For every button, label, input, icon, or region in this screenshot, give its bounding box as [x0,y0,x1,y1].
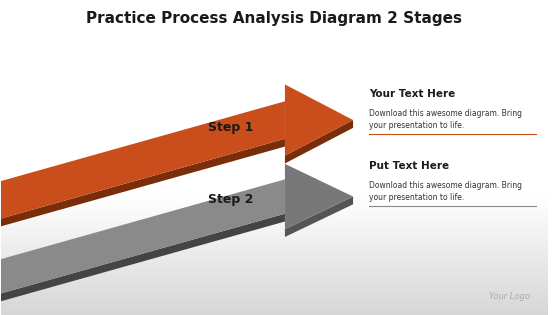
Polygon shape [0,101,285,220]
Polygon shape [285,120,353,163]
Polygon shape [0,139,285,228]
Text: Your Logo: Your Logo [489,292,530,301]
Text: Download this awesome diagram. Bring
your presentation to life.: Download this awesome diagram. Bring you… [370,109,522,130]
Text: Your Text Here: Your Text Here [370,89,456,99]
Polygon shape [285,197,353,237]
Text: Practice Process Analysis Diagram 2 Stages: Practice Process Analysis Diagram 2 Stag… [86,11,462,26]
Text: Step 1: Step 1 [208,121,253,134]
Polygon shape [285,84,353,156]
Text: Step 2: Step 2 [208,193,253,206]
Text: Download this awesome diagram. Bring
your presentation to life.: Download this awesome diagram. Bring you… [370,181,522,202]
Polygon shape [0,214,285,303]
Polygon shape [0,179,285,295]
Polygon shape [285,164,353,229]
Text: Put Text Here: Put Text Here [370,161,450,171]
